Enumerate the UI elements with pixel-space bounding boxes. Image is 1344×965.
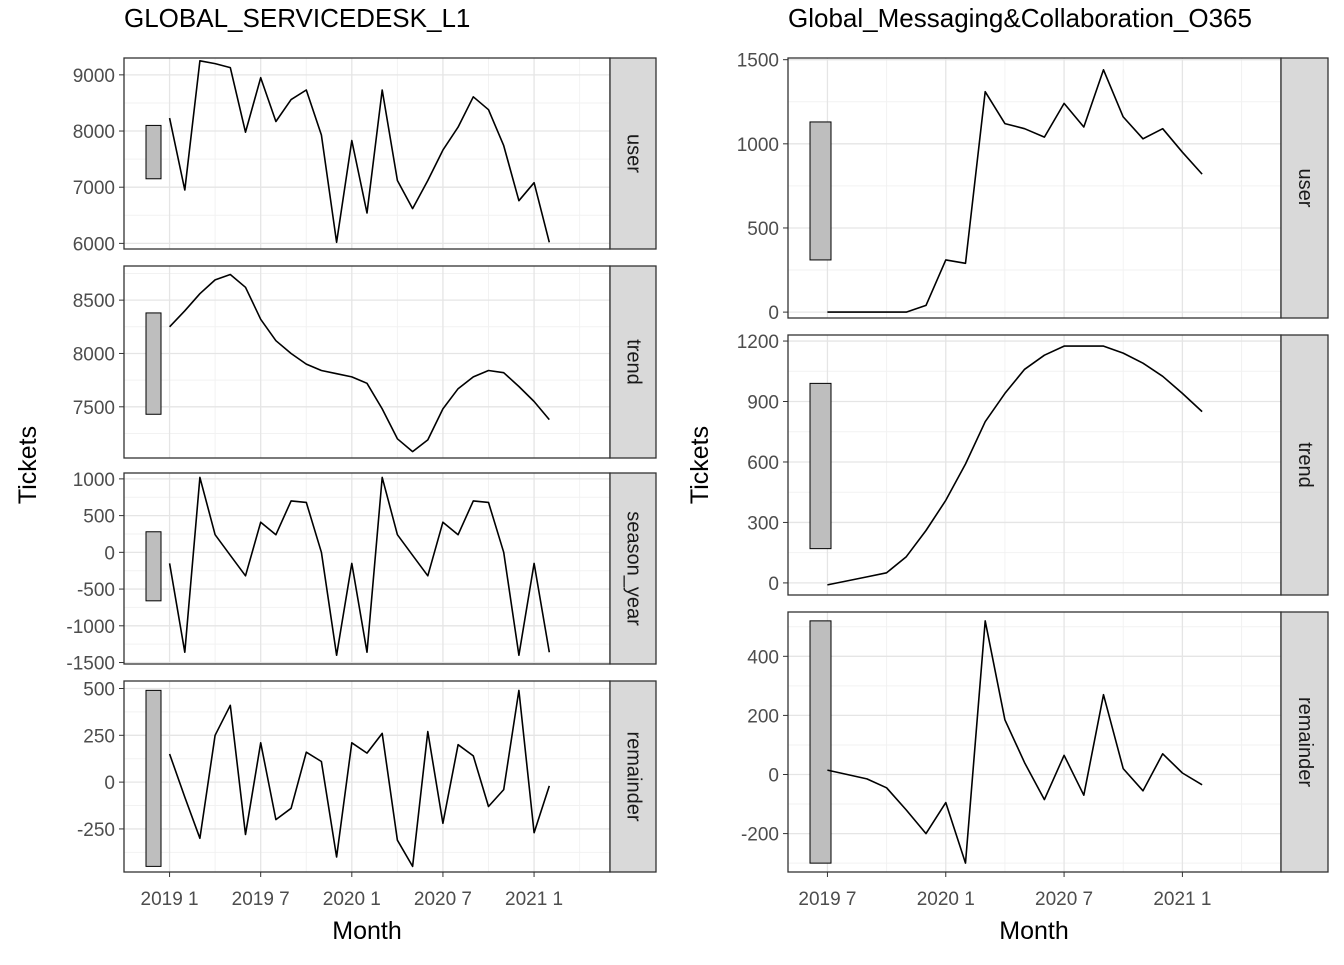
y-tick-label: 500 xyxy=(83,679,115,700)
x-tick-label: 2019 7 xyxy=(232,889,290,910)
panel-background xyxy=(124,473,610,664)
y-tick-label: 1000 xyxy=(73,470,115,491)
y-tick-label: 200 xyxy=(747,706,779,727)
scale-bar xyxy=(810,122,831,260)
y-tick-label: 0 xyxy=(768,303,779,324)
x-tick-label: 2020 7 xyxy=(414,889,472,910)
y-tick-label: 7000 xyxy=(73,178,115,199)
y-tick-label: -200 xyxy=(741,825,779,846)
x-tick-label: 2019 7 xyxy=(798,889,856,910)
y-axis-label: Tickets xyxy=(14,426,42,504)
x-axis-label: Month xyxy=(999,917,1068,945)
y-tick-label: 400 xyxy=(747,647,779,668)
scale-bar xyxy=(146,690,161,866)
y-tick-label: 8000 xyxy=(73,344,115,365)
y-axis-label: Tickets xyxy=(686,426,714,504)
panel-background xyxy=(788,58,1281,318)
facet-label: trend xyxy=(623,339,645,385)
scale-bar xyxy=(146,313,161,414)
y-tick-label: 8500 xyxy=(73,291,115,312)
chart-title: Global_Messaging&Collaboration_O365 xyxy=(788,3,1252,33)
y-tick-label: 900 xyxy=(747,393,779,414)
chart-1: GLOBAL_SERVICEDESK_L1 9000 8000 7000 6000 use… xyxy=(14,3,656,945)
facet-label: season_year xyxy=(623,511,645,626)
facet-label: remainder xyxy=(623,731,645,821)
y-tick-label: 300 xyxy=(747,513,779,534)
facet-label: user xyxy=(623,134,645,173)
y-tick-label: 0 xyxy=(768,574,779,595)
chart-2: Global_Messaging&Collaboration_O36515001… xyxy=(686,3,1328,945)
y-tick-label: 500 xyxy=(83,507,115,528)
y-tick-label: 250 xyxy=(83,726,115,747)
facet-label: user xyxy=(1294,169,1316,208)
y-tick-label: 1200 xyxy=(737,332,779,353)
y-tick-label: 0 xyxy=(104,543,115,564)
y-tick-label: -250 xyxy=(77,820,115,841)
x-tick-label: 2020 1 xyxy=(917,889,975,910)
panel-trend: 1200 900 600 300 0 trend xyxy=(737,332,1328,595)
y-tick-label: -1500 xyxy=(66,654,115,675)
panel-user: 1500 1000 500 0 user xyxy=(737,51,1328,324)
panel-background xyxy=(124,266,610,458)
y-tick-label: 1500 xyxy=(737,51,779,72)
chart-title: GLOBAL_SERVICEDESK_L1 xyxy=(124,3,470,33)
panel-trend: 8500 8000 7500 trend xyxy=(73,266,656,458)
y-tick-label: 7500 xyxy=(73,398,115,419)
y-tick-label: 500 xyxy=(747,219,779,240)
y-tick-label: 6000 xyxy=(73,234,115,255)
panel-remainder: 500 250 0 -250 remainder 2019 1 2019 7 2020 1 20… xyxy=(77,679,656,910)
panel-remainder: 400 200 0 -200 remainder 2019 7 2020 1 2020 7 20… xyxy=(741,612,1328,910)
scale-bar xyxy=(810,383,831,548)
y-tick-label: 600 xyxy=(747,453,779,474)
x-axis-label: Month xyxy=(332,917,401,945)
scale-bar xyxy=(146,125,161,178)
y-tick-label: 0 xyxy=(104,773,115,794)
x-tick-label: 2019 1 xyxy=(141,889,199,910)
y-tick-label: 1000 xyxy=(737,135,779,156)
facet-label: remainder xyxy=(1294,697,1316,787)
scale-bar xyxy=(146,532,161,601)
x-tick-label: 2021 1 xyxy=(505,889,563,910)
y-tick-label: -500 xyxy=(77,580,115,601)
x-tick-label: 2021 1 xyxy=(1153,889,1211,910)
x-tick-label: 2020 1 xyxy=(323,889,381,910)
y-tick-label: 9000 xyxy=(73,66,115,87)
x-tick-label: 2020 7 xyxy=(1035,889,1093,910)
panel-background xyxy=(788,335,1281,595)
y-tick-label: 8000 xyxy=(73,122,115,143)
facet-label: trend xyxy=(1294,442,1316,488)
panel-background xyxy=(124,681,610,872)
scale-bar xyxy=(810,621,831,863)
panel-season_year: 1000 500 0 -500 -1000 -1500 season_year xyxy=(66,470,656,675)
panel-user: 9000 8000 7000 6000 user xyxy=(73,58,656,255)
y-tick-label: 0 xyxy=(768,766,779,787)
y-tick-label: -1000 xyxy=(66,617,115,638)
